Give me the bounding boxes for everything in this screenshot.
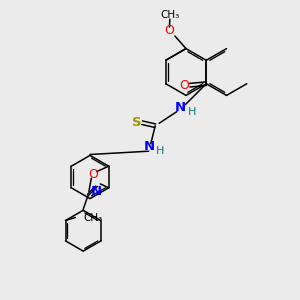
- Text: H: H: [188, 106, 196, 117]
- Text: O: O: [179, 79, 189, 92]
- Text: CH₃: CH₃: [160, 10, 179, 20]
- Text: H: H: [156, 146, 164, 156]
- Text: N: N: [175, 101, 186, 114]
- Text: S: S: [132, 116, 142, 129]
- Text: O: O: [88, 168, 98, 181]
- Text: N: N: [144, 140, 155, 153]
- Text: CH₃: CH₃: [83, 212, 103, 223]
- Text: N: N: [91, 185, 102, 198]
- Text: O: O: [165, 24, 174, 37]
